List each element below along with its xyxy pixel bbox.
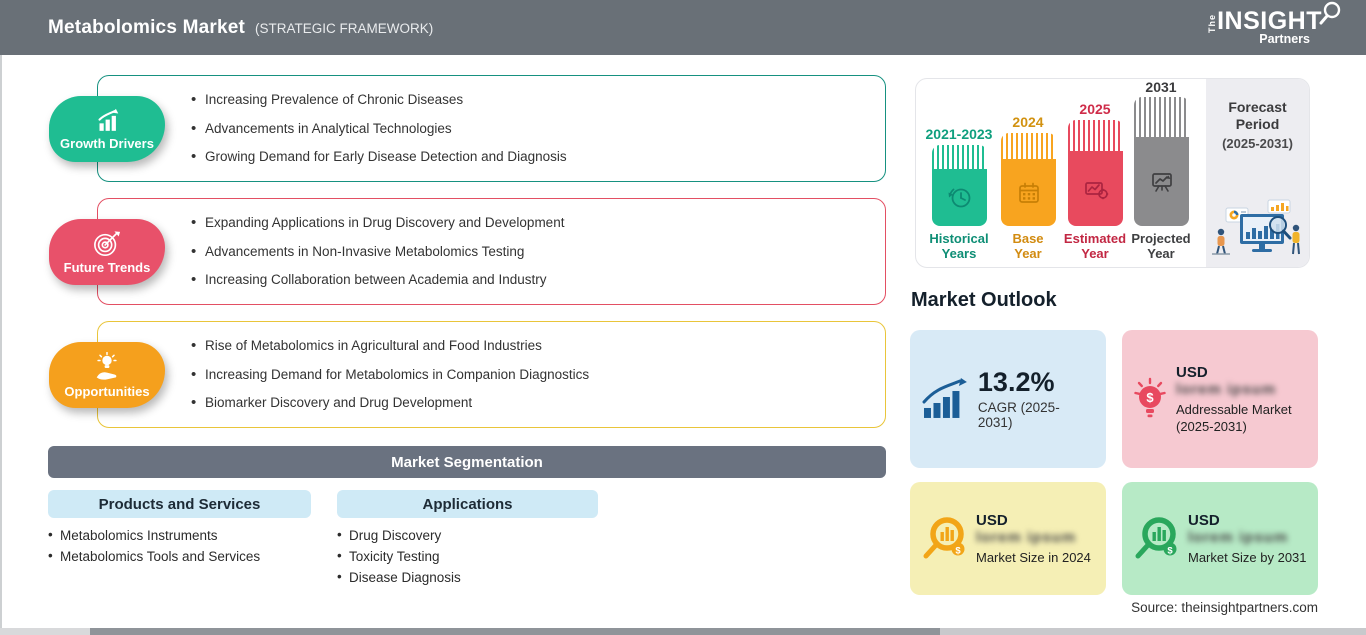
list-item: Increasing Prevalence of Chronic Disease… bbox=[191, 91, 865, 108]
growth-drivers-box: Growth Drivers Increasing Prevalence of … bbox=[49, 75, 886, 182]
year-label-estimated: 2025 bbox=[1079, 101, 1111, 117]
dollar-bulb-icon: $ bbox=[1134, 377, 1166, 418]
market-size-2031-card: $ USD lorem ipsum Market Size by 2031 bbox=[1122, 482, 1318, 595]
list-item: Metabolomics Instruments bbox=[48, 524, 260, 546]
growth-drivers-list: Increasing Prevalence of Chronic Disease… bbox=[98, 76, 885, 181]
products-services-list: Metabolomics Instruments Metabolomics To… bbox=[48, 524, 260, 567]
currency-label: USD bbox=[1176, 363, 1208, 381]
page-title-group: Metabolomics Market (STRATEGIC FRAMEWORK… bbox=[48, 17, 433, 39]
growth-drivers-badge: Growth Drivers bbox=[49, 96, 165, 162]
forecast-period-panel: Forecast Period (2025-2031) bbox=[1206, 79, 1309, 267]
forecast-gear-icon bbox=[1084, 181, 1108, 199]
page-title: Metabolomics Market bbox=[48, 16, 246, 38]
header-bar: Metabolomics Market (STRATEGIC FRAMEWORK… bbox=[0, 0, 1366, 55]
svg-text:$: $ bbox=[1146, 390, 1154, 405]
timeline-caption-projected: Projected Year bbox=[1131, 231, 1191, 261]
svg-text:$: $ bbox=[955, 545, 961, 556]
list-item: Growing Demand for Early Disease Detecti… bbox=[191, 148, 865, 165]
list-item: Advancements in Non-Invasive Metabolomic… bbox=[191, 243, 865, 260]
card-caption: Addressable Market (2025-2031) bbox=[1176, 401, 1292, 434]
market-segmentation-bar: Market Segmentation bbox=[48, 446, 886, 478]
market-size-2024-card: $ USD lorem ipsum Market Size in 2024 bbox=[910, 482, 1106, 595]
history-clock-icon bbox=[948, 188, 970, 207]
market-outlook-title: Market Outlook bbox=[911, 289, 1057, 311]
list-item: Increasing Demand for Metabolomics in Co… bbox=[191, 366, 865, 383]
source-attribution: Source: theinsightpartners.com bbox=[1131, 600, 1318, 615]
timeline-bar-estimated bbox=[1068, 120, 1123, 226]
target-dart-icon bbox=[94, 230, 121, 256]
opportunities-label: Opportunities bbox=[64, 383, 150, 399]
list-item: Metabolomics Tools and Services bbox=[48, 545, 260, 567]
magnifier-chart-green-icon: $ bbox=[1135, 516, 1177, 558]
cagr-value: 13.2% bbox=[977, 367, 1055, 398]
analysts-dashboard-illustration bbox=[1212, 199, 1300, 255]
cagr-caption: CAGR (2025-2031) bbox=[977, 399, 1060, 430]
magnifier-chart-orange-icon: $ bbox=[923, 516, 965, 558]
insight-partners-logo: The INSIGHT Partners bbox=[1207, 1, 1341, 46]
forecast-range: (2025-2031) bbox=[1222, 136, 1293, 151]
bottom-edge-strip bbox=[0, 628, 1366, 635]
list-item: Rise of Metabolomics in Agricultural and… bbox=[191, 337, 865, 354]
list-item: Expanding Applications in Drug Discovery… bbox=[191, 214, 865, 231]
logo-partners-text: Partners bbox=[1259, 32, 1310, 46]
timeline-bar-projected bbox=[1134, 97, 1189, 226]
list-item: Biomarker Discovery and Drug Development bbox=[191, 394, 865, 411]
timeline-bar-base bbox=[1001, 133, 1056, 226]
opportunities-list: Rise of Metabolomics in Agricultural and… bbox=[98, 322, 885, 427]
timeline-caption-estimated: Estimated Year bbox=[1063, 231, 1127, 261]
list-item: Drug Discovery bbox=[337, 524, 461, 546]
page-subtitle: (STRATEGIC FRAMEWORK) bbox=[255, 20, 434, 36]
year-label-base: 2024 bbox=[1012, 114, 1044, 130]
future-trends-badge: Future Trends bbox=[49, 219, 165, 285]
opportunities-badge: Opportunities bbox=[49, 342, 165, 408]
addressable-market-card: $ USD lorem ipsum Addressable Market (20… bbox=[1122, 330, 1318, 468]
logo-insight-text: INSIGHT bbox=[1217, 7, 1322, 35]
year-label-historical: 2021-2023 bbox=[925, 126, 993, 142]
list-item: Disease Diagnosis bbox=[337, 566, 461, 588]
timeline-caption-base: Base Year bbox=[1012, 231, 1044, 261]
magnifier-icon bbox=[1319, 1, 1341, 25]
hand-bulb-icon bbox=[96, 351, 117, 380]
future-trends-box: Future Trends Expanding Applications in … bbox=[49, 198, 886, 305]
currency-label: USD bbox=[976, 511, 1008, 529]
cagr-card: 13.2% CAGR (2025-2031) bbox=[910, 330, 1106, 468]
calendar-icon bbox=[1018, 182, 1039, 203]
future-trends-list: Expanding Applications in Drug Discovery… bbox=[98, 199, 885, 304]
applications-header: Applications bbox=[337, 490, 598, 518]
card-caption: Market Size in 2024 bbox=[976, 549, 1091, 565]
year-label-projected: 2031 bbox=[1145, 79, 1177, 95]
forecast-line2: Period bbox=[1235, 116, 1280, 132]
timeline-bar-historical bbox=[932, 145, 987, 226]
growth-drivers-label: Growth Drivers bbox=[60, 135, 154, 151]
future-trends-label: Future Trends bbox=[63, 259, 151, 275]
masked-value: lorem ipsum bbox=[1188, 528, 1289, 546]
logo-the-text: The bbox=[1207, 14, 1218, 34]
growth-chart-icon bbox=[98, 108, 119, 131]
applications-list: Drug Discovery Toxicity Testing Disease … bbox=[337, 524, 461, 588]
list-item: Increasing Collaboration between Academi… bbox=[191, 271, 865, 288]
list-item: Advancements in Analytical Technologies bbox=[191, 120, 865, 137]
timeline-caption-historical: Historical Years bbox=[929, 231, 989, 261]
bar-growth-arrow-icon bbox=[922, 378, 967, 418]
currency-label: USD bbox=[1188, 511, 1220, 529]
timeline-card: 2021-2023 Historical Years 2024 bbox=[915, 78, 1310, 268]
products-services-header: Products and Services bbox=[48, 490, 311, 518]
svg-text:$: $ bbox=[1167, 545, 1173, 556]
card-caption: Market Size by 2031 bbox=[1188, 549, 1307, 565]
projection-board-icon bbox=[1151, 172, 1172, 192]
list-item: Toxicity Testing bbox=[337, 545, 461, 567]
masked-value: lorem ipsum bbox=[976, 528, 1077, 546]
left-edge-divider bbox=[0, 55, 2, 628]
forecast-line1: Forecast bbox=[1228, 99, 1287, 115]
opportunities-box: Opportunities Rise of Metabolomics in Ag… bbox=[49, 321, 886, 428]
masked-value: lorem ipsum bbox=[1176, 380, 1277, 398]
